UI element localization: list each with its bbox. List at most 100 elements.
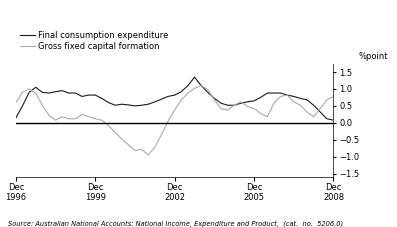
Gross fixed capital formation (66, 117, 71, 120)
Gross fixed capital formation (232, 104, 237, 107)
Final consumption expenditure (298, 97, 303, 100)
Final consumption expenditure (225, 104, 230, 107)
Final consumption expenditure (27, 91, 31, 94)
Final consumption expenditure (245, 101, 250, 103)
Gross fixed capital formation (152, 146, 157, 149)
Final consumption expenditure (119, 103, 124, 106)
Gross fixed capital formation (86, 115, 91, 118)
Final consumption expenditure (185, 84, 190, 87)
Final consumption expenditure (80, 95, 85, 98)
Final consumption expenditure (60, 89, 65, 92)
Gross fixed capital formation (113, 131, 118, 134)
Line: Gross fixed capital formation: Gross fixed capital formation (16, 86, 333, 155)
Final consumption expenditure (318, 111, 323, 113)
Gross fixed capital formation (60, 115, 65, 118)
Final consumption expenditure (212, 97, 217, 100)
Final consumption expenditure (13, 116, 18, 119)
Gross fixed capital formation (185, 92, 190, 94)
Final consumption expenditure (285, 94, 289, 96)
Final consumption expenditure (311, 104, 316, 107)
Gross fixed capital formation (133, 149, 137, 152)
Final consumption expenditure (33, 86, 38, 89)
Gross fixed capital formation (119, 138, 124, 141)
Gross fixed capital formation (239, 101, 243, 103)
Final consumption expenditure (272, 92, 276, 94)
Y-axis label: %point: %point (359, 52, 388, 61)
Gross fixed capital formation (298, 104, 303, 107)
Final consumption expenditure (265, 92, 270, 94)
Final consumption expenditure (93, 94, 98, 96)
Final consumption expenditure (192, 76, 197, 79)
Final consumption expenditure (20, 105, 25, 107)
Gross fixed capital formation (80, 113, 85, 116)
Final consumption expenditure (252, 99, 256, 102)
Final consumption expenditure (232, 104, 237, 107)
Final consumption expenditure (166, 95, 170, 98)
Gross fixed capital formation (265, 115, 270, 118)
Gross fixed capital formation (159, 133, 164, 136)
Gross fixed capital formation (40, 104, 45, 107)
Final consumption expenditure (172, 94, 177, 96)
Gross fixed capital formation (53, 119, 58, 121)
Final consumption expenditure (152, 101, 157, 103)
Final consumption expenditure (106, 101, 111, 104)
Gross fixed capital formation (126, 143, 131, 146)
Gross fixed capital formation (212, 99, 217, 101)
Gross fixed capital formation (252, 107, 256, 110)
Final consumption expenditure (40, 91, 45, 94)
Gross fixed capital formation (192, 87, 197, 90)
Final consumption expenditure (239, 102, 243, 105)
Final consumption expenditure (66, 92, 71, 94)
Final consumption expenditure (126, 104, 131, 106)
Final consumption expenditure (258, 96, 263, 99)
Final consumption expenditure (53, 90, 58, 93)
Gross fixed capital formation (33, 92, 38, 94)
Gross fixed capital formation (225, 109, 230, 111)
Gross fixed capital formation (331, 95, 336, 98)
Final consumption expenditure (100, 97, 104, 100)
Gross fixed capital formation (205, 88, 210, 91)
Gross fixed capital formation (219, 107, 224, 110)
Gross fixed capital formation (139, 148, 144, 151)
Final consumption expenditure (219, 102, 224, 105)
Final consumption expenditure (146, 103, 150, 106)
Text: Source: Australian National Accounts: National Income, Expenditure and Product, : Source: Australian National Accounts: Na… (8, 220, 343, 227)
Gross fixed capital formation (93, 117, 98, 120)
Final consumption expenditure (113, 104, 118, 107)
Gross fixed capital formation (27, 88, 31, 90)
Final consumption expenditure (86, 94, 91, 96)
Gross fixed capital formation (100, 119, 104, 121)
Final consumption expenditure (179, 90, 184, 93)
Final consumption expenditure (133, 105, 137, 107)
Final consumption expenditure (205, 91, 210, 94)
Gross fixed capital formation (179, 99, 184, 101)
Final consumption expenditure (46, 92, 51, 94)
Gross fixed capital formation (291, 101, 296, 103)
Gross fixed capital formation (172, 109, 177, 111)
Final consumption expenditure (278, 92, 283, 94)
Final consumption expenditure (199, 84, 204, 87)
Final consumption expenditure (331, 119, 336, 121)
Gross fixed capital formation (46, 114, 51, 117)
Gross fixed capital formation (272, 102, 276, 105)
Final consumption expenditure (139, 104, 144, 107)
Gross fixed capital formation (20, 91, 25, 94)
Gross fixed capital formation (13, 101, 18, 104)
Final consumption expenditure (73, 92, 78, 94)
Gross fixed capital formation (199, 84, 204, 87)
Final consumption expenditure (304, 99, 309, 101)
Gross fixed capital formation (245, 105, 250, 108)
Final consumption expenditure (159, 98, 164, 101)
Gross fixed capital formation (311, 115, 316, 118)
Gross fixed capital formation (258, 112, 263, 115)
Gross fixed capital formation (73, 117, 78, 120)
Gross fixed capital formation (106, 124, 111, 127)
Gross fixed capital formation (285, 94, 289, 96)
Gross fixed capital formation (166, 120, 170, 123)
Gross fixed capital formation (146, 154, 150, 156)
Legend: Final consumption expenditure, Gross fixed capital formation: Final consumption expenditure, Gross fix… (20, 31, 169, 51)
Final consumption expenditure (324, 117, 329, 120)
Gross fixed capital formation (324, 99, 329, 101)
Line: Final consumption expenditure: Final consumption expenditure (16, 77, 333, 120)
Gross fixed capital formation (318, 107, 323, 110)
